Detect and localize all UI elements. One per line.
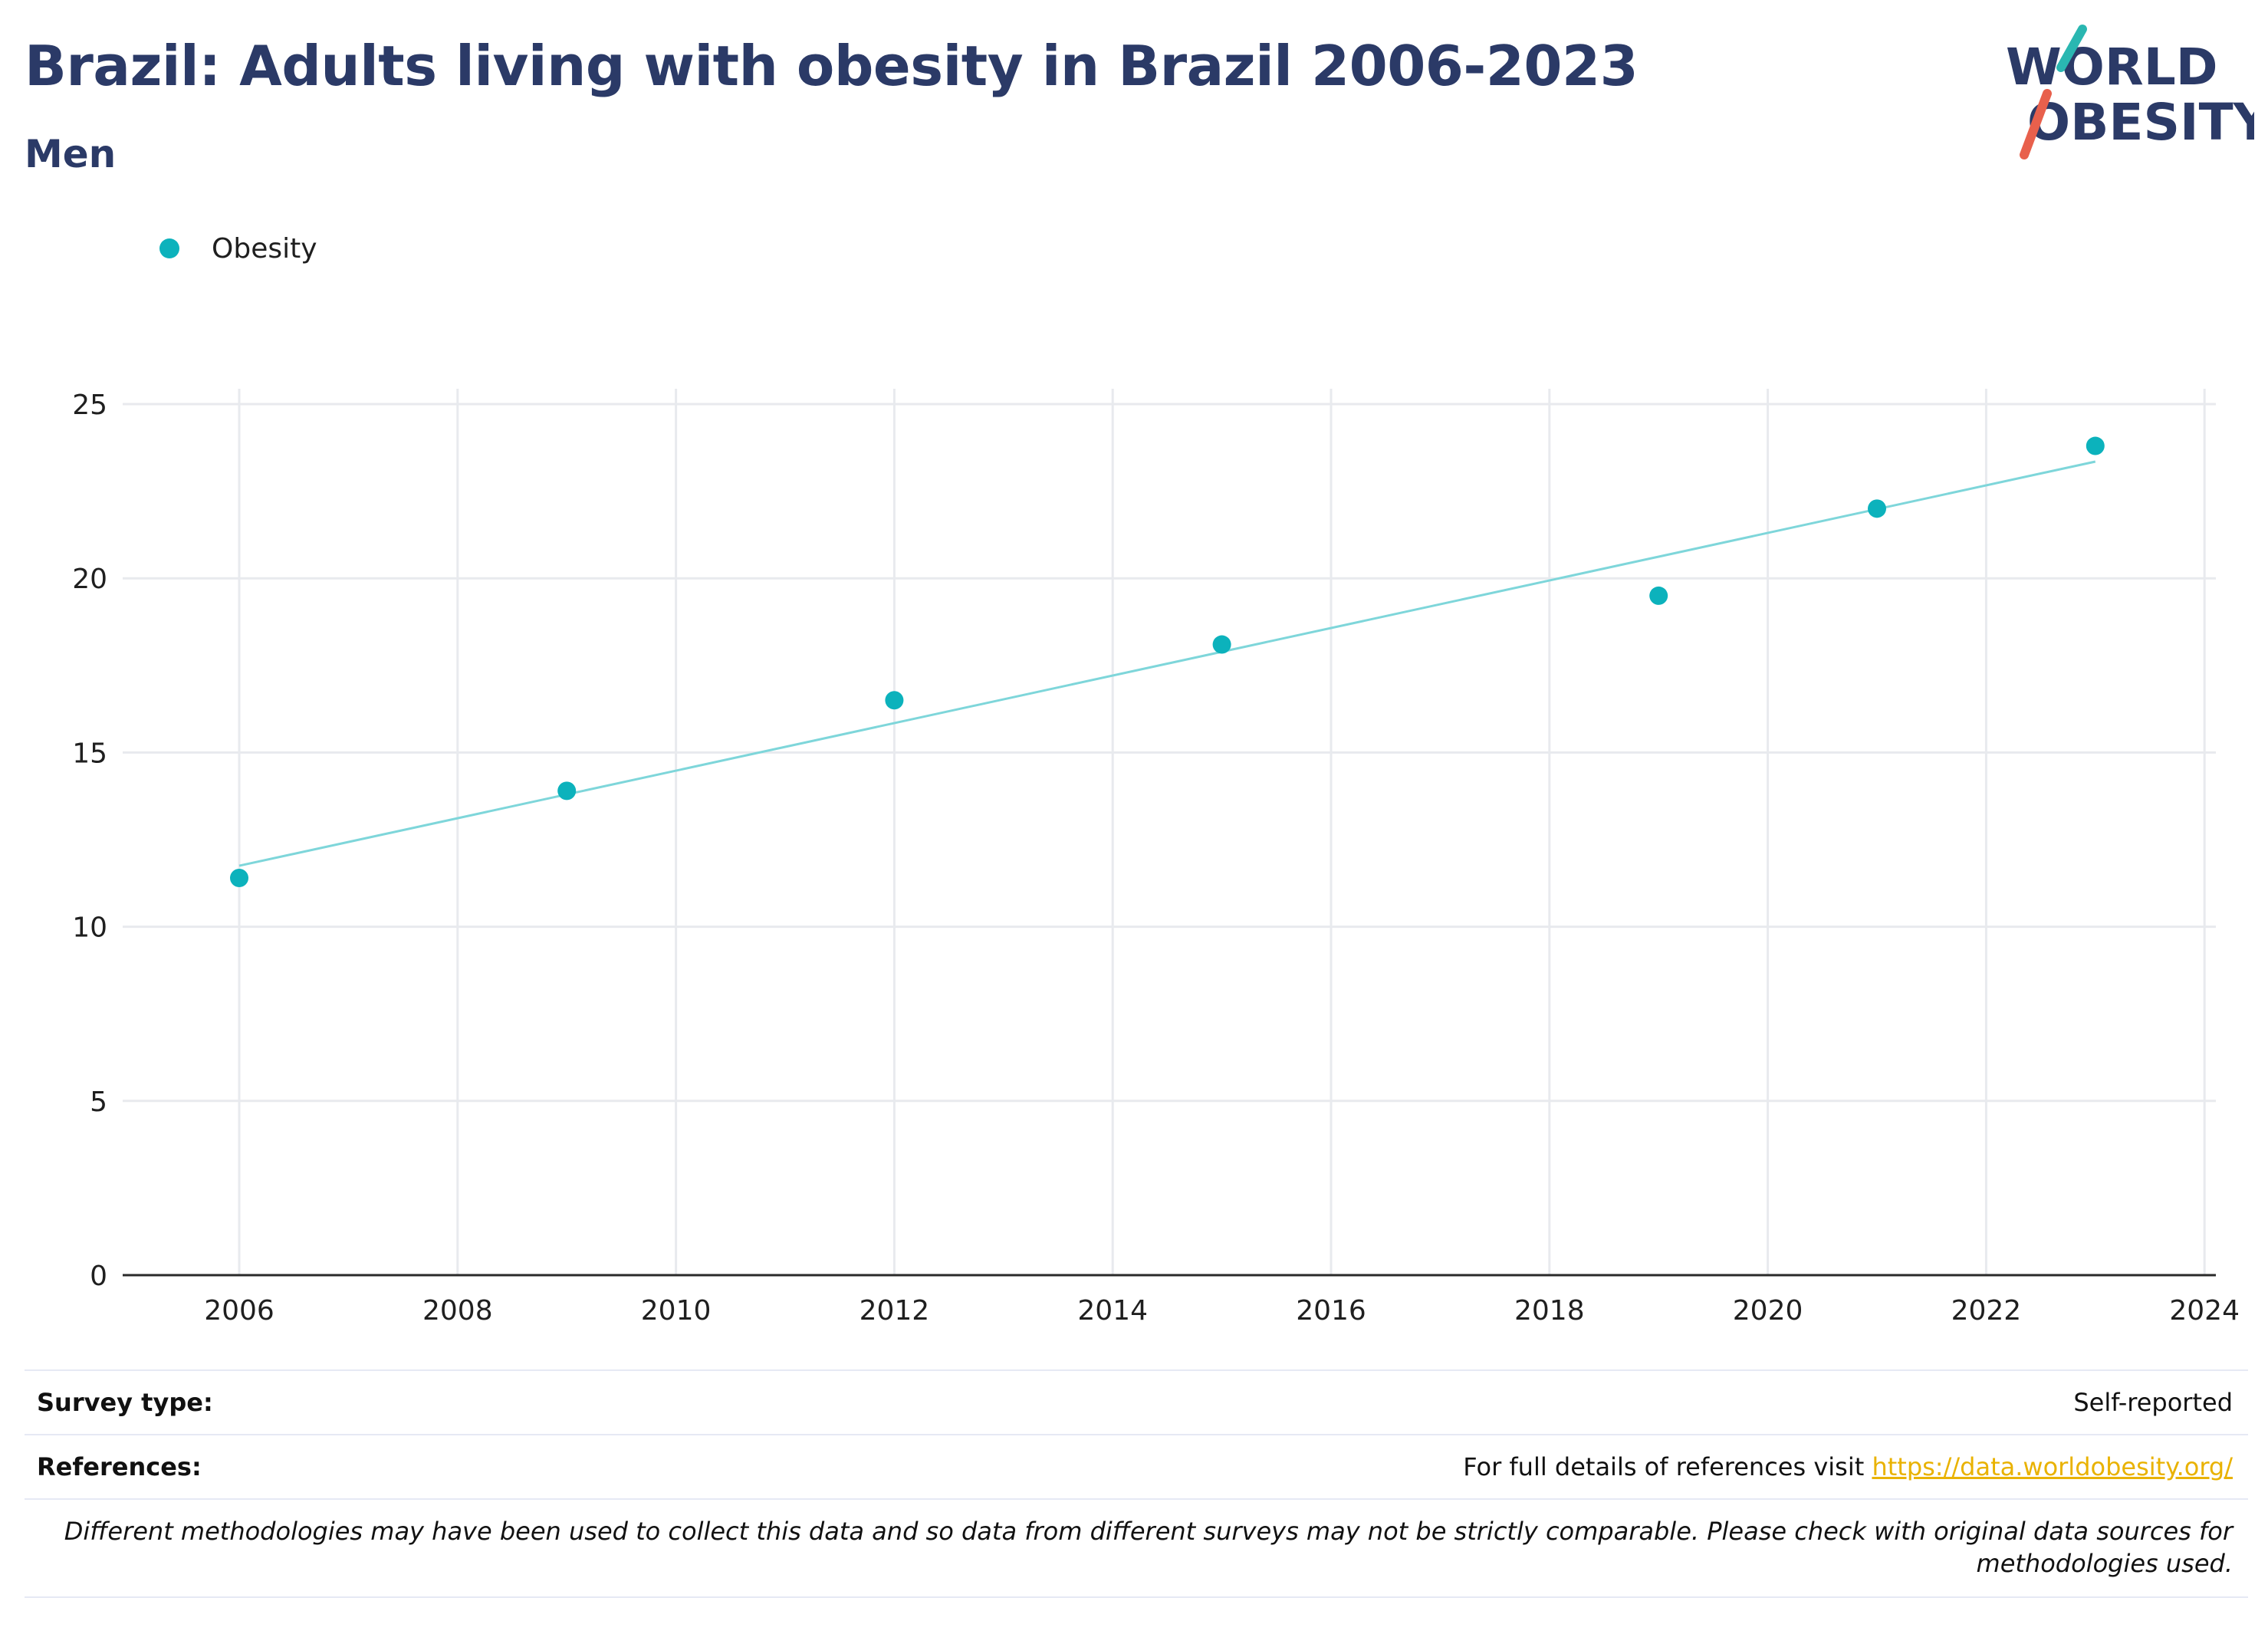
survey-type-row: Survey type: Self-reported <box>25 1369 2248 1434</box>
x-tick-label: 2008 <box>422 1295 493 1327</box>
trend-line <box>238 460 2096 867</box>
logo-line1: WORLD <box>2006 38 2218 97</box>
logo-slash-teal <box>2056 25 2087 72</box>
page-subtitle: Men <box>25 132 117 176</box>
y-tick-label: 10 <box>72 912 107 944</box>
references-link[interactable]: https://data.worldobesity.org/ <box>1872 1452 2233 1481</box>
references-value: For full details of references visit htt… <box>1463 1452 2248 1481</box>
references-row: References: For full details of referenc… <box>25 1434 2248 1498</box>
page-title: Brazil: Adults living with obesity in Br… <box>25 34 1639 98</box>
logo-line2: OBESITY <box>2027 93 2254 152</box>
x-tick-label: 2020 <box>1733 1295 1803 1327</box>
x-tick-label: 2024 <box>2169 1295 2240 1327</box>
data-point <box>2086 436 2105 455</box>
references-label: References: <box>37 1452 202 1481</box>
legend-label: Obesity <box>212 232 317 265</box>
survey-type-label: Survey type: <box>37 1388 213 1417</box>
data-point <box>1868 499 1886 518</box>
x-tick-label: 2014 <box>1077 1295 1148 1327</box>
y-tick-label: 20 <box>72 564 107 595</box>
y-tick-label: 0 <box>90 1261 107 1292</box>
methodology-note: Different methodologies may have been us… <box>25 1498 2248 1598</box>
y-tick-label: 5 <box>90 1087 107 1118</box>
logo-slash-red <box>2020 89 2052 159</box>
chart-legend[interactable]: Obesity <box>159 230 317 267</box>
x-tick-label: 2016 <box>1296 1295 1366 1327</box>
legend-marker <box>159 238 179 258</box>
data-point <box>230 868 248 887</box>
x-tick-label: 2012 <box>860 1295 930 1327</box>
references-text: For full details of references visit <box>1463 1452 1872 1481</box>
data-point <box>885 691 904 710</box>
world-obesity-logo: WORLD OBESITY <box>2006 25 2254 159</box>
y-tick-label: 15 <box>72 738 107 769</box>
data-point <box>1212 635 1231 654</box>
obesity-scatter-chart: 0 5 10 15 20 25 2006 2008 2010 2012 2014 2016 2018 20… <box>72 389 2240 1327</box>
data-point <box>1649 586 1668 605</box>
x-tick-label: 2010 <box>641 1295 712 1327</box>
x-tick-label: 2006 <box>204 1295 274 1327</box>
data-point <box>557 781 577 801</box>
y-tick-label: 25 <box>72 390 107 421</box>
survey-type-value: Self-reported <box>2073 1388 2233 1417</box>
footer-table: Survey type: Self-reported References: F… <box>25 1369 2248 1598</box>
x-tick-label: 2018 <box>1514 1295 1585 1327</box>
x-tick-label: 2022 <box>1951 1295 2022 1327</box>
